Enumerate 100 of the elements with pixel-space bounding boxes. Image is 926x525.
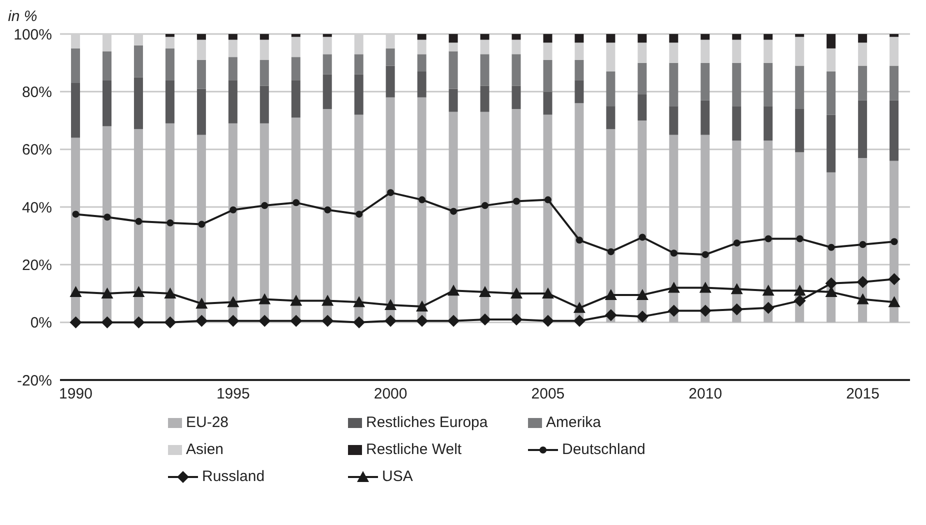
bar bbox=[480, 86, 490, 112]
point bbox=[512, 198, 520, 205]
bar bbox=[606, 34, 616, 43]
point bbox=[576, 236, 583, 244]
bar bbox=[890, 34, 899, 37]
x-tick-label: 2005 bbox=[531, 386, 565, 403]
y-tick-label: 80% bbox=[22, 84, 52, 101]
y-tick-label: -20% bbox=[16, 372, 52, 390]
bar bbox=[700, 100, 710, 135]
point bbox=[859, 240, 866, 248]
bar bbox=[732, 40, 742, 63]
bar bbox=[606, 71, 616, 106]
bar bbox=[196, 40, 206, 60]
point bbox=[636, 288, 648, 300]
point bbox=[699, 282, 712, 293]
point bbox=[544, 196, 552, 204]
x-tick-label: 1990 bbox=[59, 386, 92, 403]
bar bbox=[669, 106, 678, 135]
point bbox=[733, 240, 740, 247]
point bbox=[730, 283, 743, 294]
point bbox=[796, 235, 804, 242]
point bbox=[762, 284, 774, 296]
point bbox=[356, 210, 363, 218]
legend-label: Restliche Welt bbox=[366, 441, 462, 458]
bar bbox=[386, 48, 395, 66]
point bbox=[353, 296, 366, 308]
point bbox=[322, 314, 334, 327]
point bbox=[227, 296, 240, 308]
y-tick-label: 0% bbox=[30, 314, 52, 332]
bar bbox=[71, 48, 80, 84]
bar bbox=[826, 114, 836, 172]
bar bbox=[260, 40, 269, 60]
x-tick-label: 1995 bbox=[216, 386, 250, 403]
point bbox=[166, 219, 174, 226]
bar bbox=[795, 108, 804, 152]
bar bbox=[858, 34, 868, 43]
bar bbox=[858, 100, 868, 158]
bar bbox=[543, 34, 552, 43]
point bbox=[762, 302, 774, 314]
bar bbox=[417, 71, 426, 98]
point bbox=[196, 314, 208, 327]
point bbox=[258, 293, 271, 304]
bar bbox=[165, 48, 174, 80]
point bbox=[418, 196, 426, 204]
x-tick-label: 2015 bbox=[846, 386, 880, 403]
bar bbox=[826, 71, 836, 115]
bar bbox=[700, 62, 710, 100]
point bbox=[101, 288, 114, 298]
bar bbox=[700, 40, 710, 63]
bar bbox=[260, 60, 269, 86]
bar bbox=[260, 34, 269, 40]
point bbox=[227, 314, 240, 327]
point bbox=[510, 313, 522, 326]
bar bbox=[354, 74, 364, 115]
bar bbox=[102, 80, 112, 126]
bar bbox=[764, 106, 773, 141]
bar bbox=[354, 54, 364, 74]
legend-label: Russland bbox=[202, 468, 265, 485]
point bbox=[542, 288, 554, 298]
bar bbox=[606, 106, 616, 130]
bar bbox=[574, 34, 584, 43]
point bbox=[290, 294, 302, 306]
y-axis-title: in % bbox=[8, 8, 38, 26]
point bbox=[132, 316, 145, 328]
point bbox=[890, 238, 898, 246]
point bbox=[542, 314, 554, 327]
point bbox=[448, 314, 460, 327]
point bbox=[353, 316, 366, 328]
bar bbox=[543, 92, 552, 115]
bar bbox=[480, 54, 490, 86]
bar bbox=[322, 34, 332, 37]
point bbox=[132, 286, 145, 298]
point bbox=[384, 314, 397, 327]
bar bbox=[260, 86, 269, 124]
bar bbox=[606, 129, 616, 322]
bar bbox=[543, 60, 552, 92]
point bbox=[450, 208, 458, 215]
point bbox=[72, 210, 80, 218]
point bbox=[888, 296, 900, 308]
point bbox=[448, 284, 460, 296]
y-tick-label: 40% bbox=[22, 199, 52, 216]
bar bbox=[543, 114, 552, 322]
bar bbox=[448, 88, 458, 112]
legend-label: USA bbox=[382, 468, 413, 485]
bar bbox=[890, 36, 899, 66]
bar bbox=[228, 80, 238, 124]
point bbox=[764, 235, 772, 242]
bar bbox=[638, 42, 647, 63]
bar bbox=[386, 66, 395, 98]
point bbox=[636, 310, 648, 323]
bar bbox=[826, 48, 836, 72]
bar bbox=[764, 34, 773, 40]
bar bbox=[732, 106, 742, 141]
point bbox=[670, 250, 678, 257]
bar bbox=[228, 57, 238, 80]
bar bbox=[448, 42, 458, 52]
point bbox=[730, 303, 743, 316]
bar bbox=[165, 36, 174, 48]
bar bbox=[134, 46, 143, 78]
bar bbox=[322, 54, 332, 74]
